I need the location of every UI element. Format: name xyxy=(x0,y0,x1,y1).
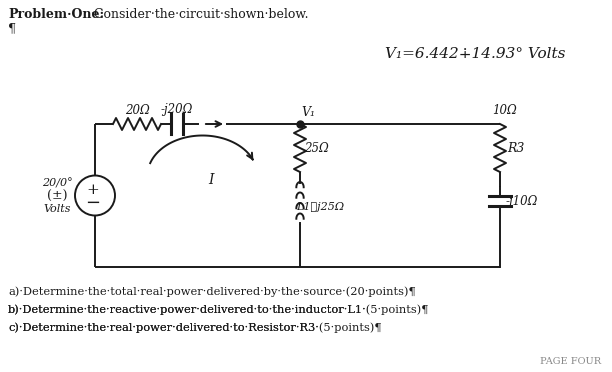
Text: Problem·One:: Problem·One: xyxy=(8,9,104,22)
Text: 20Ω: 20Ω xyxy=(125,103,149,116)
Text: b)·Determine·the·reactive·power·delivered·to·the·inductor·L1·(5·points)¶: b)·Determine·the·reactive·power·delivere… xyxy=(8,305,430,315)
Text: c)·Determine·the·real·power·delivered·to·Resistor·R3·: c)·Determine·the·real·power·delivered·to… xyxy=(8,323,319,333)
Text: PAGE FOUR: PAGE FOUR xyxy=(540,357,601,366)
Text: ¶: ¶ xyxy=(8,22,16,35)
Text: 20/0°: 20/0° xyxy=(42,178,72,189)
Text: ·Consider·the·circuit·shown·below.: ·Consider·the·circuit·shown·below. xyxy=(91,9,310,22)
Text: b)·Determine·the·reactive·power·delivered·to·the·inductor·L1·: b)·Determine·the·reactive·power·delivere… xyxy=(8,305,367,315)
Text: c)·Determine·the·real·power·delivered·to·Resistor·R3·(5·points)¶: c)·Determine·the·real·power·delivered·to… xyxy=(8,323,382,333)
Text: L1❁j25Ω: L1❁j25Ω xyxy=(296,202,344,212)
Text: 25Ω: 25Ω xyxy=(304,141,329,154)
Text: -j10Ω: -j10Ω xyxy=(506,195,538,208)
Text: +: + xyxy=(87,183,99,196)
Text: Volts: Volts xyxy=(43,205,71,215)
Text: V₁: V₁ xyxy=(301,106,315,119)
Text: I: I xyxy=(207,173,213,187)
Text: R3: R3 xyxy=(507,141,524,154)
Text: a)·Determine·the·total·real·power·delivered·by·the·source·(20·points)¶: a)·Determine·the·total·real·power·delive… xyxy=(8,287,416,297)
Text: V₁=6.442∔14.93° Volts: V₁=6.442∔14.93° Volts xyxy=(385,47,565,61)
Text: (±): (±) xyxy=(47,190,67,203)
Text: −: − xyxy=(86,193,100,212)
Text: 10Ω: 10Ω xyxy=(493,103,517,116)
Text: -j20Ω: -j20Ω xyxy=(161,103,193,115)
